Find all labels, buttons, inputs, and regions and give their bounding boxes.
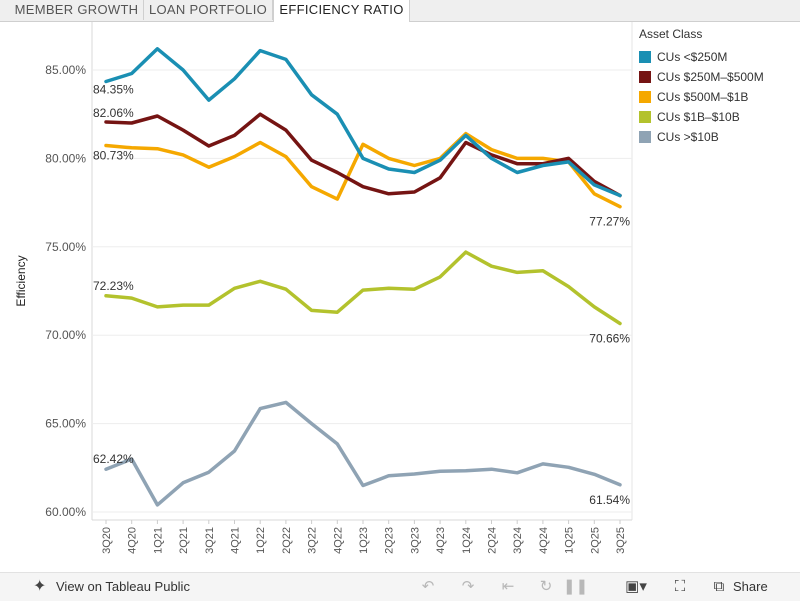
legend-swatch — [639, 91, 651, 103]
legend-label: CUs $1B–$10B — [657, 110, 740, 124]
series-line-1 — [104, 112, 622, 198]
x-tick-label: 4Q22 — [332, 527, 344, 554]
legend-swatch — [639, 71, 651, 83]
legend-swatch — [639, 51, 651, 63]
end-data-label: 70.66% — [589, 332, 630, 346]
x-tick-label: 4Q23 — [435, 527, 447, 554]
y-tick-label: 75.00% — [45, 240, 86, 254]
y-tick-label: 70.00% — [45, 328, 86, 342]
series-line-3 — [104, 250, 622, 326]
legend: Asset Class CUs <$250M CUs $250M–$500M C… — [639, 27, 764, 147]
tab-bar: MEMBER GROWTH LOAN PORTFOLIO EFFICIENCY … — [0, 0, 800, 22]
legend-item-gt10b[interactable]: CUs >$10B — [639, 127, 764, 147]
refresh-icon[interactable]: ↻ — [539, 578, 553, 595]
pause-icon[interactable]: ❚❚ — [563, 578, 589, 595]
start-data-label: 62.42% — [93, 452, 134, 466]
x-tick-label: 1Q24 — [461, 527, 473, 554]
x-tick-label: 2Q24 — [487, 527, 499, 554]
x-tick-label: 1Q23 — [358, 527, 370, 554]
undo-icon[interactable]: ↶ — [421, 578, 435, 595]
x-tick-label: 2Q25 — [589, 527, 601, 554]
redo-icon[interactable]: ↷ — [461, 578, 475, 595]
x-tick-label: 3Q21 — [204, 527, 216, 554]
tableau-logo-icon[interactable]: ✦ — [33, 578, 47, 595]
start-data-label: 72.23% — [93, 279, 134, 293]
footer-toolbar: ✦ View on Tableau Public ↶ ↷ ⇤ ↻ ❚❚ ▣▾ ⛶… — [0, 572, 800, 601]
legend-item-lt250m[interactable]: CUs <$250M — [639, 47, 764, 67]
x-tick-label: 1Q22 — [255, 527, 267, 554]
x-tick-label: 1Q21 — [152, 527, 164, 554]
y-axis-title: Efficiency — [14, 255, 28, 306]
series-line-4 — [104, 400, 622, 507]
series-line-0 — [104, 47, 622, 198]
x-tick-label: 3Q20 — [101, 527, 113, 554]
tab-efficiency-ratio[interactable]: EFFICIENCY RATIO — [273, 0, 410, 22]
end-data-label: 61.54% — [589, 493, 630, 507]
start-data-label: 80.73% — [93, 148, 134, 162]
x-tick-label: 2Q22 — [281, 527, 293, 554]
legend-item-500m-1b[interactable]: CUs $500M–$1B — [639, 87, 764, 107]
download-icon[interactable]: ▣▾ — [625, 578, 647, 595]
series-line-2 — [104, 131, 622, 209]
legend-label: CUs >$10B — [657, 130, 719, 144]
y-tick-label: 60.00% — [45, 505, 86, 519]
legend-item-1b-10b[interactable]: CUs $1B–$10B — [639, 107, 764, 127]
view-on-tableau-public-link[interactable]: View on Tableau Public — [56, 579, 190, 594]
tab-member-growth[interactable]: MEMBER GROWTH — [10, 0, 144, 20]
tab-loan-portfolio[interactable]: LOAN PORTFOLIO — [144, 0, 273, 20]
efficiency-line-chart: 85.00% 80.00% 75.00% 70.00% 65.00% 60.00% Effi… — [14, 22, 633, 554]
legend-swatch — [639, 131, 651, 143]
x-tick-label: 2Q23 — [384, 527, 396, 554]
x-tick-label: 2Q21 — [178, 527, 190, 554]
x-tick-label: 4Q21 — [230, 527, 242, 554]
fullscreen-icon[interactable]: ⛶ — [674, 578, 686, 595]
x-tick-label: 3Q23 — [409, 527, 421, 554]
y-tick-label: 80.00% — [45, 151, 86, 165]
legend-swatch — [639, 111, 651, 123]
legend-title: Asset Class — [639, 27, 703, 41]
share-icon[interactable]: ⧉ — [713, 578, 725, 595]
legend-item-250m-500m[interactable]: CUs $250M–$500M — [639, 67, 764, 87]
x-tick-label: 4Q20 — [127, 527, 139, 554]
x-tick-label: 4Q24 — [538, 527, 550, 554]
y-tick-label: 85.00% — [45, 63, 86, 77]
legend-label: CUs <$250M — [657, 50, 728, 64]
end-data-label: 77.27% — [589, 215, 630, 229]
x-tick-label: 3Q24 — [512, 527, 524, 554]
start-data-label: 82.06% — [93, 106, 134, 120]
y-tick-label: 65.00% — [45, 417, 86, 431]
revert-icon[interactable]: ⇤ — [501, 578, 515, 595]
legend-label: CUs $250M–$500M — [657, 70, 764, 84]
start-data-label: 84.35% — [93, 82, 134, 96]
legend-label: CUs $500M–$1B — [657, 90, 749, 104]
x-tick-label: 3Q25 — [615, 527, 627, 554]
x-tick-label: 1Q25 — [564, 527, 576, 554]
x-tick-label: 3Q22 — [307, 527, 319, 554]
share-button[interactable]: Share — [733, 579, 768, 594]
